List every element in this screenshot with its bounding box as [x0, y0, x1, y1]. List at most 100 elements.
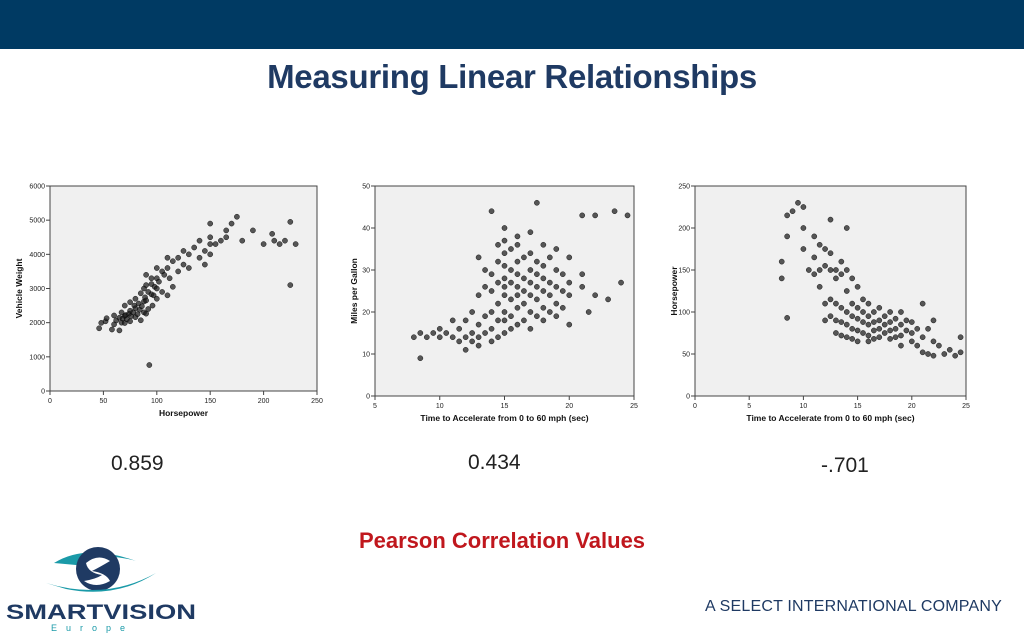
- correlation-value-2: 0.434: [468, 451, 521, 474]
- scatter-point: [495, 334, 501, 340]
- scatter-point: [784, 212, 790, 219]
- scatter-point: [827, 313, 834, 319]
- plot-area: [374, 185, 635, 397]
- scatter-point: [276, 241, 283, 247]
- scatter-point: [876, 325, 883, 332]
- scatter-point: [585, 309, 592, 315]
- y-tick-label: 6000: [29, 184, 45, 191]
- scatter-point: [514, 258, 521, 265]
- scatter-point: [816, 267, 823, 273]
- y-tick-label: 2000: [29, 320, 45, 327]
- x-tick-label: 20: [908, 403, 916, 410]
- scatter-point: [860, 296, 866, 303]
- scatter-point: [137, 290, 144, 297]
- scatter-point: [898, 332, 904, 339]
- scatter-point: [269, 231, 275, 237]
- scatter-point: [488, 271, 495, 277]
- scatter-point: [150, 292, 157, 299]
- scatter-point: [488, 338, 495, 345]
- scatter-point: [833, 317, 839, 324]
- scatter-point: [838, 319, 845, 325]
- scatter-point: [860, 330, 866, 336]
- scatter-point: [501, 309, 508, 315]
- y-axis-label: Miles per Gallon: [349, 258, 359, 324]
- scatter-point: [892, 325, 899, 332]
- scatter-point: [508, 296, 514, 303]
- x-axis-label: Horsepower: [159, 408, 209, 418]
- scatter-point: [501, 237, 508, 244]
- scatter-point: [898, 342, 904, 349]
- scatter-point: [865, 338, 872, 345]
- x-tick-label: 5: [373, 403, 377, 410]
- scatter-point: [914, 342, 921, 349]
- scatter-point: [925, 351, 931, 357]
- scatter-point: [579, 212, 585, 219]
- scatter-point: [854, 284, 861, 290]
- scatter-point: [488, 208, 495, 215]
- scatter-point: [936, 342, 942, 349]
- y-tick-label: 40: [362, 226, 370, 233]
- scatter-point: [865, 300, 872, 307]
- x-tick-label: 200: [258, 398, 270, 405]
- scatter-point: [784, 315, 790, 321]
- scatter-point: [456, 325, 462, 332]
- scatter-point: [547, 279, 553, 286]
- scatter-point: [149, 302, 156, 309]
- y-tick-label: 100: [678, 310, 690, 317]
- scatter-point: [521, 275, 527, 282]
- scatter-point: [475, 342, 482, 349]
- scatter-point: [411, 334, 417, 340]
- scatter-point: [170, 283, 176, 290]
- scatter-point: [514, 242, 521, 248]
- scatter-point: [495, 258, 501, 265]
- scatter-point: [482, 284, 488, 290]
- scatter-point: [482, 330, 488, 336]
- scatter-point: [527, 292, 534, 298]
- scatter-point: [887, 327, 893, 334]
- scatter-point: [876, 334, 883, 340]
- scatter-point: [871, 319, 877, 325]
- scatter-point: [816, 284, 823, 290]
- scatter-point: [127, 318, 133, 325]
- scatter-point: [287, 219, 294, 225]
- scatter-point: [930, 338, 937, 345]
- scatter-point: [930, 352, 937, 359]
- scatter-point: [196, 254, 203, 261]
- x-tick-label: 15: [501, 403, 509, 410]
- scatter-point: [534, 258, 540, 265]
- scatter-point: [833, 275, 839, 282]
- scatter-point: [153, 285, 160, 292]
- scatter-point: [495, 300, 501, 307]
- x-tick-label: 15: [854, 403, 862, 410]
- scatter-point: [876, 317, 883, 324]
- scatter-point: [170, 258, 176, 264]
- scatter-point: [553, 267, 560, 273]
- y-axis-label: Horsepower: [669, 266, 679, 316]
- scatter-point: [103, 315, 110, 322]
- scatter-point: [501, 317, 508, 324]
- scatter-point: [482, 313, 488, 319]
- scatter-point: [514, 284, 521, 290]
- scatter-point: [462, 346, 469, 353]
- scatter-point: [137, 317, 144, 324]
- logo-subtext: Europe: [51, 623, 134, 633]
- scatter-point: [186, 251, 192, 258]
- scatter-point: [919, 300, 926, 307]
- scatter-point: [223, 234, 230, 241]
- x-tick-label: 0: [693, 403, 697, 410]
- scatter-point: [843, 225, 850, 231]
- scatter-point: [843, 309, 850, 315]
- scatter-point: [508, 246, 514, 252]
- scatter-point: [166, 275, 173, 282]
- scatter-point: [540, 317, 547, 324]
- scatter-point: [800, 204, 807, 210]
- y-tick-label: 4000: [29, 252, 45, 259]
- scatter-point: [833, 300, 839, 307]
- scatter-point: [919, 334, 926, 340]
- top-banner: [0, 0, 1024, 49]
- y-tick-label: 5000: [29, 218, 45, 225]
- scatter-point: [833, 330, 839, 336]
- scatter-point: [534, 271, 540, 277]
- scatter-point: [827, 216, 834, 223]
- scatter-point: [424, 334, 430, 340]
